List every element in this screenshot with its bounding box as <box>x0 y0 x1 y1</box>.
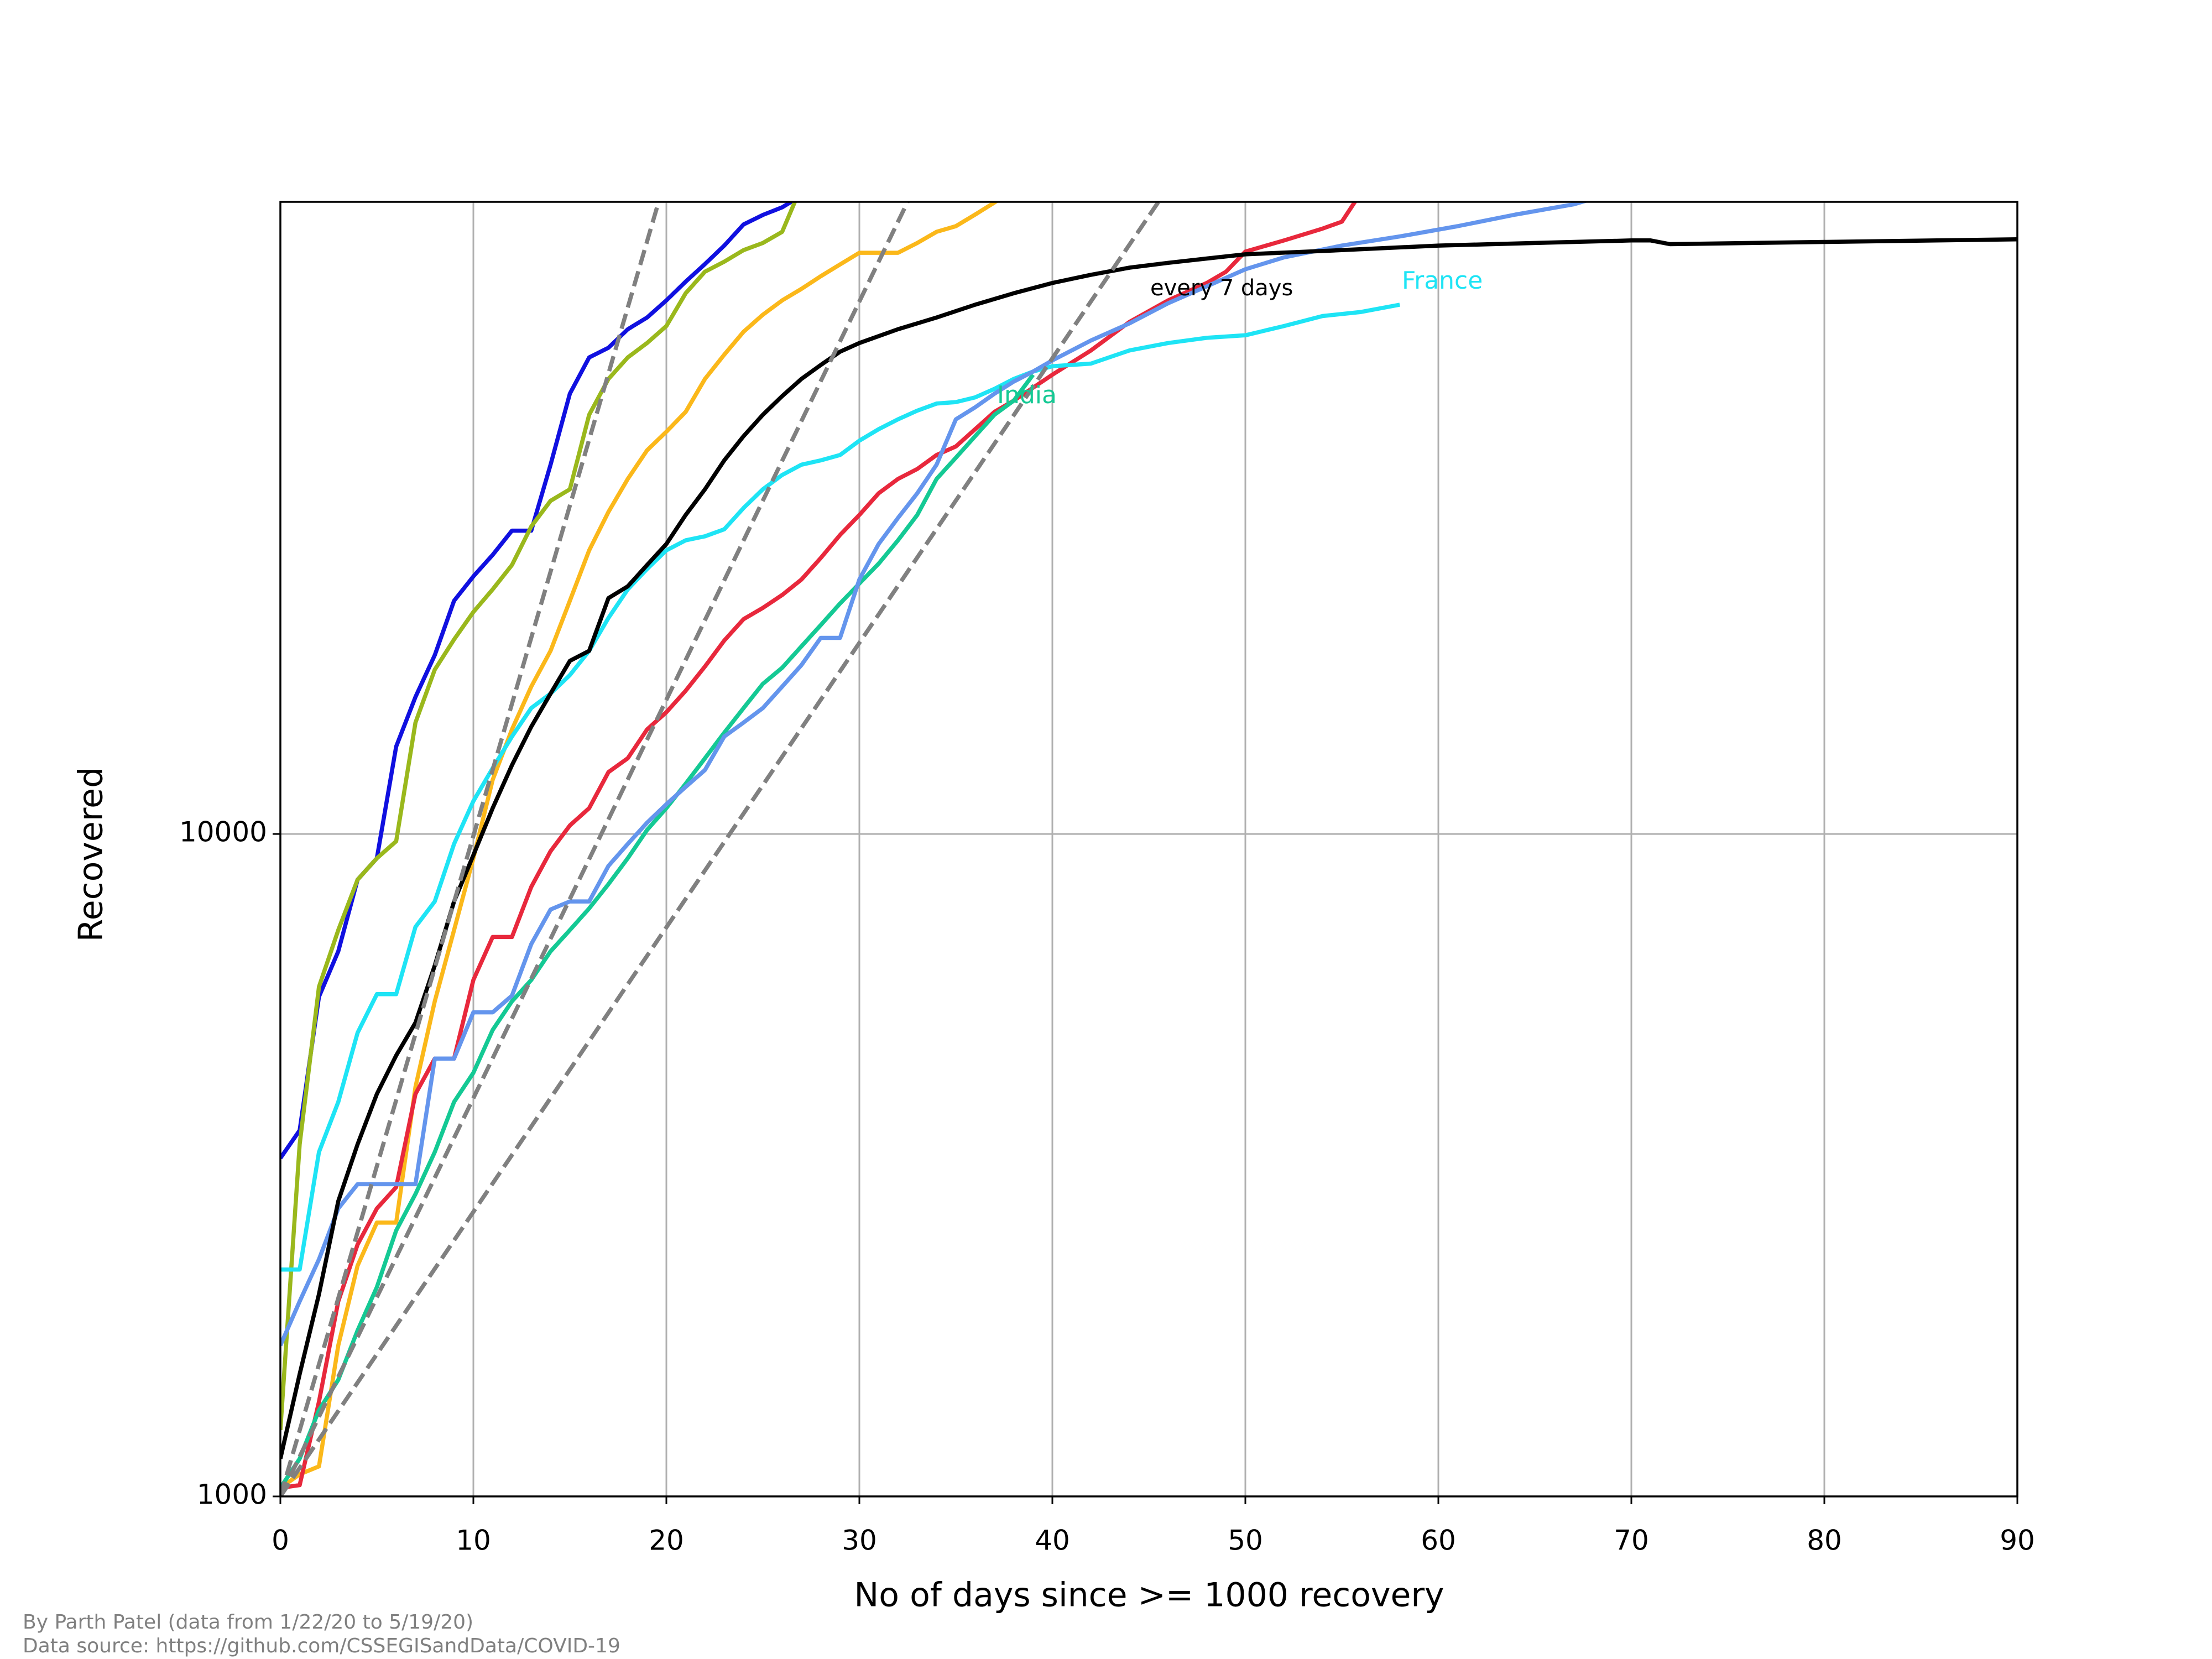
y-tick-label: 1000 <box>197 1479 267 1511</box>
grid <box>279 202 2018 1498</box>
annotation: every 7 days <box>1150 275 1293 301</box>
series-line <box>280 373 1035 1489</box>
x-tick-label: 90 <box>2000 1525 2035 1557</box>
ticks: 0 10 20 30 40 50 60 70 80 90 1000 10000 <box>179 816 2035 1557</box>
reference-line <box>280 202 1161 1496</box>
series-line <box>280 237 2017 1459</box>
x-tick-label: 0 <box>272 1525 289 1557</box>
series-label: India <box>997 381 1057 409</box>
series-line <box>280 202 999 1490</box>
series-line <box>280 202 1358 1490</box>
x-tick-label: 70 <box>1614 1525 1649 1557</box>
series-line <box>280 202 797 1431</box>
y-tick-label: 10000 <box>179 816 267 848</box>
series-label: France <box>1402 267 1483 295</box>
x-tick-label: 80 <box>1807 1525 1842 1557</box>
plot-area <box>280 202 2017 1496</box>
x-tick-label: 30 <box>842 1525 877 1557</box>
x-tick-label: 10 <box>456 1525 491 1557</box>
series-line <box>280 302 1400 1272</box>
footer-credit: By Parth Patel (data from 1/22/20 to 5/1… <box>23 1611 473 1634</box>
x-tick-label: 50 <box>1228 1525 1263 1557</box>
x-axis-label: No of days since >= 1000 recovery <box>854 1576 1444 1615</box>
series-line <box>280 202 1590 1347</box>
x-tick-label: 40 <box>1035 1525 1070 1557</box>
reference-line <box>280 202 661 1496</box>
x-tick-label: 20 <box>649 1525 684 1557</box>
footer-source: Data source: https://github.com/CSSEGISa… <box>23 1635 620 1657</box>
series-line <box>280 202 795 1160</box>
x-tick-label: 60 <box>1421 1525 1456 1557</box>
axes-frame <box>279 201 2018 1498</box>
reference-line <box>280 202 910 1496</box>
y-axis-label: Recovered <box>72 767 111 942</box>
